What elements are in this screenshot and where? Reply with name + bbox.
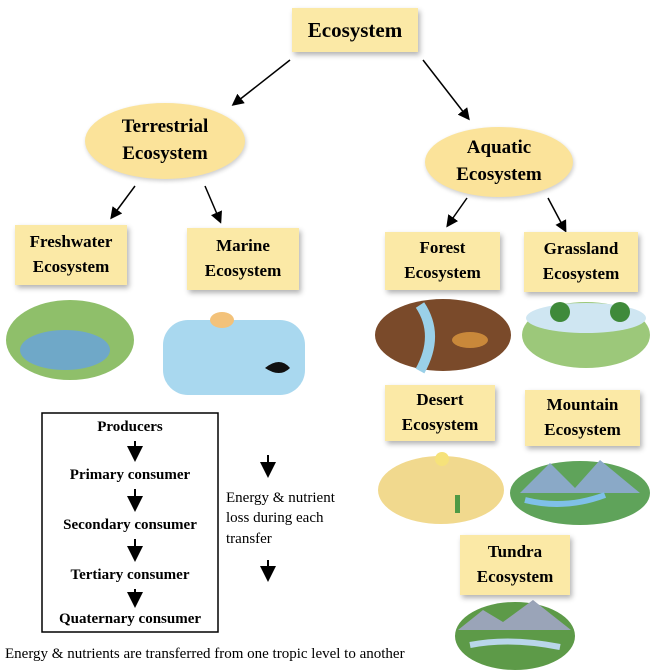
side-note: Energy & nutrient loss during each trans… <box>226 488 358 549</box>
leaf-node: Mountain Ecosystem <box>525 390 640 446</box>
leaf-node: Marine Ecosystem <box>187 228 299 290</box>
leaf-node: Grassland Ecosystem <box>524 232 638 292</box>
leaf-node: Tundra Ecosystem <box>460 535 570 595</box>
food-chain-level: Quaternary consumer <box>42 611 218 628</box>
root-node: Ecosystem <box>292 8 418 52</box>
food-chain-level: Producers <box>42 419 218 436</box>
branch-node: Aquatic Ecosystem <box>425 127 573 197</box>
leaf-node: Freshwater Ecosystem <box>15 225 127 285</box>
leaf-node: Desert Ecosystem <box>385 385 495 441</box>
food-chain-level: Tertiary consumer <box>42 567 218 584</box>
leaf-node: Forest Ecosystem <box>385 232 500 290</box>
page: Ecosystem Terrestrial Ecosystem Aquatic … <box>0 0 652 672</box>
branch-node: Terrestrial Ecosystem <box>85 103 245 179</box>
caption: Energy & nutrients are transferred from … <box>5 646 475 663</box>
food-chain-level: Primary consumer <box>42 467 218 484</box>
food-chain-level: Secondary consumer <box>42 517 218 534</box>
